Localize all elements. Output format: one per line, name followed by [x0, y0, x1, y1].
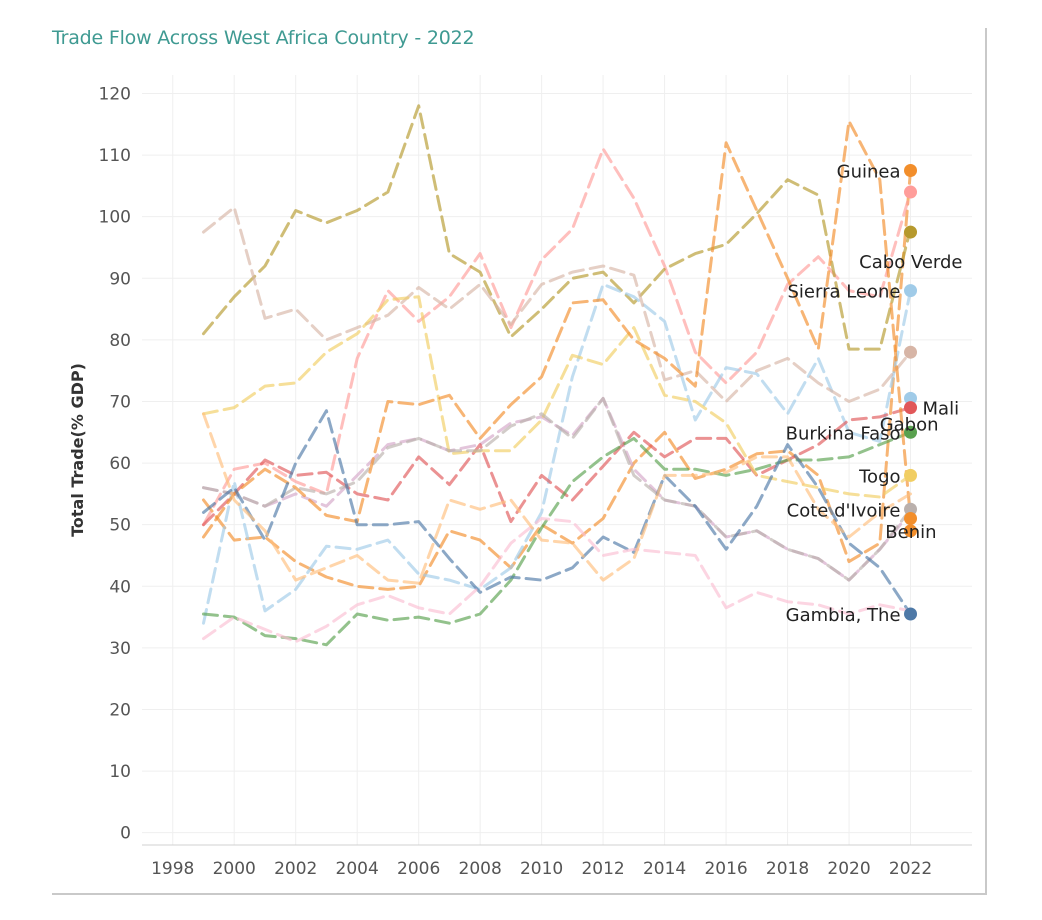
end-label-8: Togo: [858, 466, 900, 487]
x-tick-label: 2008: [459, 859, 502, 879]
y-tick-label: 100: [99, 208, 131, 228]
y-tick-label: 50: [109, 516, 131, 536]
series-lines: [202, 104, 912, 647]
end-marker-6: [904, 401, 918, 415]
series-line-3: [202, 282, 912, 625]
x-tick-label: 2000: [213, 859, 256, 879]
y-tick-label: 120: [99, 84, 131, 104]
y-axis: 0 10 20 30 40 50 60 70 80 90 100 110 120: [99, 84, 131, 843]
series-line-10: [202, 119, 912, 539]
series-line-8: [202, 295, 912, 499]
series-line-13: [202, 412, 912, 585]
y-tick-label: 110: [99, 146, 131, 166]
frame-bottom-border: [52, 893, 987, 895]
end-label-0: Guinea: [837, 161, 901, 182]
series-line-11: [202, 409, 912, 616]
end-marker-4: [904, 345, 918, 359]
y-tick-label: 20: [109, 700, 131, 720]
series-line-9: [202, 396, 912, 582]
x-tick-label: 2002: [274, 859, 317, 879]
end-label-9: Cote d'Ivoire: [787, 500, 901, 521]
series-line-0: [202, 169, 912, 591]
end-label-2: Cabo Verde: [859, 252, 962, 273]
end-marker-7: [904, 425, 918, 439]
series-line-7: [202, 430, 912, 647]
end-label-12: Gambia, The: [786, 605, 901, 626]
x-tick-label: 2012: [581, 859, 624, 879]
x-axis: 1998 2000 2002 2004 2006 2008 2010 2012 2014 2016…: [142, 844, 972, 879]
y-tick-label: 70: [109, 392, 131, 412]
x-tick-label: 2022: [889, 859, 932, 879]
x-tick-label: 2020: [827, 859, 870, 879]
end-marker-1: [904, 185, 918, 199]
y-tick-label: 90: [109, 269, 131, 289]
x-tick-label: 2010: [520, 859, 563, 879]
series-line-6: [202, 406, 912, 527]
end-label-6: Mali: [923, 399, 960, 420]
grid-lines: [142, 75, 972, 845]
end-markers: [904, 163, 918, 621]
end-marker-10: [904, 512, 918, 526]
chart-title: Trade Flow Across West Africa Country - …: [52, 27, 475, 49]
series-line-5: [202, 205, 912, 403]
end-marker-12: [904, 607, 918, 621]
end-label-5: Gabon: [880, 414, 939, 435]
end-label-3: Sierra Leone: [787, 282, 900, 303]
end-marker-5: [904, 391, 918, 405]
series-line-12: [202, 517, 912, 644]
x-tick-label: 1998: [151, 859, 194, 879]
y-tick-label: 0: [120, 824, 131, 844]
y-tick-label: 60: [109, 454, 131, 474]
y-tick-label: 10: [109, 762, 131, 782]
x-tick-label: 2018: [766, 859, 809, 879]
y-axis-label: Total Trade(% GDP): [68, 363, 87, 537]
end-label-11: Benin: [885, 522, 936, 543]
y-tick-label: 30: [109, 639, 131, 659]
end-marker-9: [904, 502, 918, 516]
y-tick-label: 80: [109, 331, 131, 351]
end-marker-8: [904, 468, 918, 482]
x-tick-label: 2014: [643, 859, 686, 879]
x-tick-label: 2006: [397, 859, 440, 879]
series-line-2: [202, 104, 912, 351]
end-marker-11: [904, 524, 918, 538]
y-tick-label: 40: [109, 577, 131, 597]
end-marker-2: [904, 225, 918, 239]
end-marker-0: [904, 163, 918, 177]
end-label-7: Burkina Faso: [786, 423, 901, 444]
end-marker-3: [904, 284, 918, 298]
x-tick-label: 2016: [704, 859, 747, 879]
frame-right-border: [985, 28, 987, 894]
x-tick-label: 2004: [336, 859, 379, 879]
